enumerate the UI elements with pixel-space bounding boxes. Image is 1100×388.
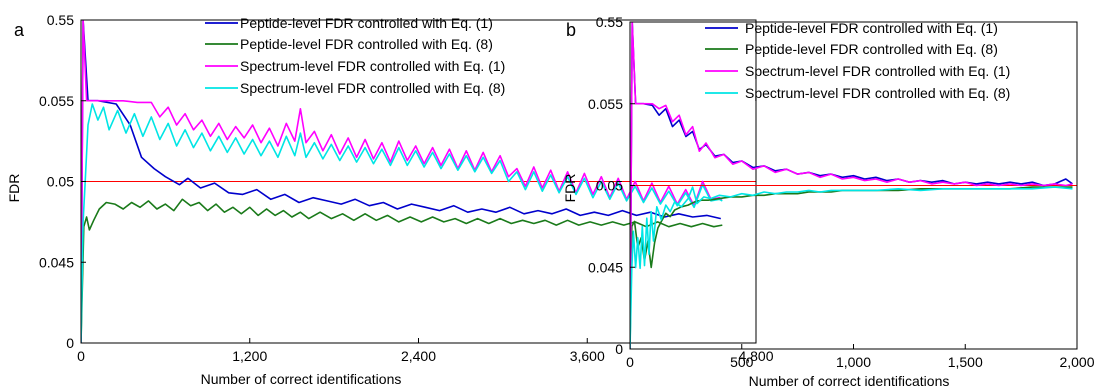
x-tick-label: 0: [77, 348, 85, 364]
panel-b: b 0 500 1,000 1,500 2,000 0 0.045 0.05 0.055 0.55…: [562, 14, 1095, 388]
series-line-3: [630, 22, 1073, 349]
series-line-2: [630, 186, 1073, 349]
x-tick-label: 1,200: [232, 348, 267, 364]
x-tick-label: 3,600: [570, 348, 605, 364]
panel-b-y-axis-title: FDR: [562, 174, 578, 203]
legend-entry: Peptide-level FDR controlled with Eq. (8…: [745, 41, 998, 57]
x-tick-label: 0: [626, 354, 634, 370]
panel-b-legend: Peptide-level FDR controlled with Eq. (1…: [705, 20, 1010, 101]
series-line-3: [81, 20, 723, 343]
x-tick-label: 500: [730, 354, 754, 370]
legend-entry: Peptide-level FDR controlled with Eq. (1…: [240, 15, 493, 31]
y-tick-label: 0.045: [39, 254, 74, 270]
series-line-4: [630, 186, 1073, 349]
legend-entry: Spectrum-level FDR controlled with Eq. (…: [745, 63, 1010, 79]
y-tick-label: 0.055: [588, 96, 623, 112]
x-tick-label: 2,000: [1059, 354, 1094, 370]
y-tick-label: 0.55: [47, 12, 74, 28]
series-line-1: [81, 20, 721, 343]
legend-entry: Spectrum-level FDR controlled with Eq. (…: [240, 58, 505, 74]
x-tick-label: 1,500: [948, 354, 983, 370]
y-tick-label: 0.55: [596, 14, 623, 30]
y-tick-label: 0: [66, 335, 74, 351]
panel-a: a 0 1,200 2,400 3,600 4,800 0 0.045 0.05 0.055 0.…: [6, 12, 774, 387]
panel-b-ticks: 0 500 1,000 1,500 2,000 0 0.045 0.05 0.055 0.55: [588, 14, 1095, 370]
series-line-1: [630, 22, 1073, 349]
series-line-2: [81, 198, 723, 343]
y-tick-label: 0: [615, 341, 623, 357]
y-tick-label: 0.045: [588, 259, 623, 275]
panel-b-x-axis-title: Number of correct identifications: [749, 373, 950, 388]
y-tick-label: 0.05: [47, 174, 74, 190]
y-tick-label: 0.055: [39, 93, 74, 109]
y-tick-label: 0.05: [596, 178, 623, 194]
panel-b-label: b: [566, 20, 576, 40]
legend-entry: Peptide-level FDR controlled with Eq. (1…: [745, 20, 998, 36]
series-line-4: [81, 103, 723, 343]
x-tick-label: 4,800: [738, 348, 773, 364]
panel-a-label: a: [14, 20, 25, 40]
x-tick-label: 1,000: [836, 354, 871, 370]
x-tick-label: 2,400: [401, 348, 436, 364]
panel-a-legend: Peptide-level FDR controlled with Eq. (1…: [205, 15, 505, 96]
panel-a-x-axis-title: Number of correct identifications: [201, 371, 402, 387]
legend-entry: Spectrum-level FDR controlled with Eq. (…: [745, 85, 1010, 101]
panel-a-ticks: 0 1,200 2,400 3,600 4,800 0 0.045 0.05 0.055 0.55: [39, 12, 774, 364]
legend-entry: Spectrum-level FDR controlled with Eq. (…: [240, 80, 505, 96]
panel-a-y-axis-title: FDR: [6, 174, 22, 203]
legend-entry: Peptide-level FDR controlled with Eq. (8…: [240, 36, 493, 52]
